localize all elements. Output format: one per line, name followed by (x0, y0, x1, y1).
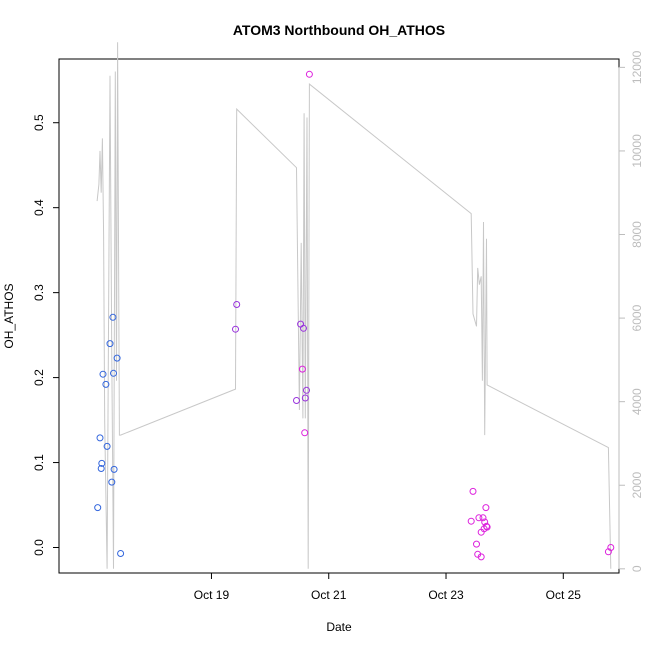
y-tick-label: 0.2 (32, 369, 46, 386)
data-point-magenta (483, 523, 491, 531)
data-point-magenta (301, 429, 309, 437)
data-point-magenta (607, 544, 615, 551)
y-tick-label: 0.1 (32, 454, 46, 471)
data-points-layer (94, 70, 615, 561)
data-point-purple (301, 394, 309, 402)
x-tick-label: Oct 19 (194, 588, 230, 602)
data-point-purple (232, 325, 239, 333)
y-axis: 0.0 0.1 0.2 0.3 0.4 0.5 (32, 114, 59, 556)
right-y-axis: 0 2000 4000 6000 8000 10000 12000 (618, 50, 644, 572)
data-point-blue (99, 370, 107, 378)
y-tick-label: 0.5 (32, 114, 46, 131)
data-point-magenta (467, 517, 475, 525)
altitude-line (96, 42, 612, 569)
data-point-blue (109, 313, 117, 321)
plot-frame (58, 58, 620, 574)
data-point-magenta (475, 514, 483, 522)
right-tick-label: 2000 (630, 472, 644, 499)
data-point-blue (96, 434, 104, 442)
data-point-blue (103, 442, 111, 450)
altitude-line-layer (96, 42, 612, 569)
data-point-blue (106, 340, 114, 348)
right-tick-label: 6000 (630, 304, 644, 331)
data-point-blue (108, 478, 116, 486)
y-axis-label: OH_ATHOS (2, 283, 16, 348)
y-tick-label: 0.3 (32, 284, 46, 301)
data-point-purple (293, 397, 300, 404)
data-point-blue (113, 354, 121, 362)
right-tick-label: 0 (630, 565, 644, 572)
data-point-magenta (479, 514, 487, 522)
data-point-blue (117, 550, 125, 557)
x-tick-label: Oct 25 (546, 588, 582, 602)
data-point-magenta (469, 487, 477, 495)
data-point-magenta (305, 70, 313, 78)
data-point-blue (97, 465, 105, 472)
y-tick-label: 0.4 (32, 199, 46, 216)
data-point-magenta (473, 540, 480, 548)
x-tick-label: Oct 21 (311, 588, 347, 602)
x-axis-label: Date (326, 620, 352, 634)
data-point-purple (233, 301, 241, 308)
data-point-magenta (477, 553, 485, 561)
data-point-magenta (298, 365, 306, 373)
right-tick-label: 8000 (630, 221, 644, 248)
x-axis: Oct 19 Oct 21 Oct 23 Oct 25 (194, 573, 582, 602)
right-tick-label: 4000 (630, 388, 644, 415)
right-tick-label: 12000 (630, 50, 644, 84)
y-tick-label: 0.0 (32, 539, 46, 556)
data-point-purple (300, 324, 307, 332)
chart-title: ATOM3 Northbound OH_ATHOS (233, 22, 445, 38)
right-tick-label: 10000 (630, 134, 644, 168)
data-point-blue (102, 380, 110, 388)
data-point-blue (110, 465, 118, 473)
data-point-blue (110, 369, 117, 377)
data-point-magenta (482, 504, 490, 512)
x-tick-label: Oct 23 (428, 588, 464, 602)
data-point-blue (98, 459, 106, 467)
data-point-purple (303, 386, 310, 394)
data-point-blue (94, 504, 102, 512)
data-point-magenta (483, 522, 490, 530)
